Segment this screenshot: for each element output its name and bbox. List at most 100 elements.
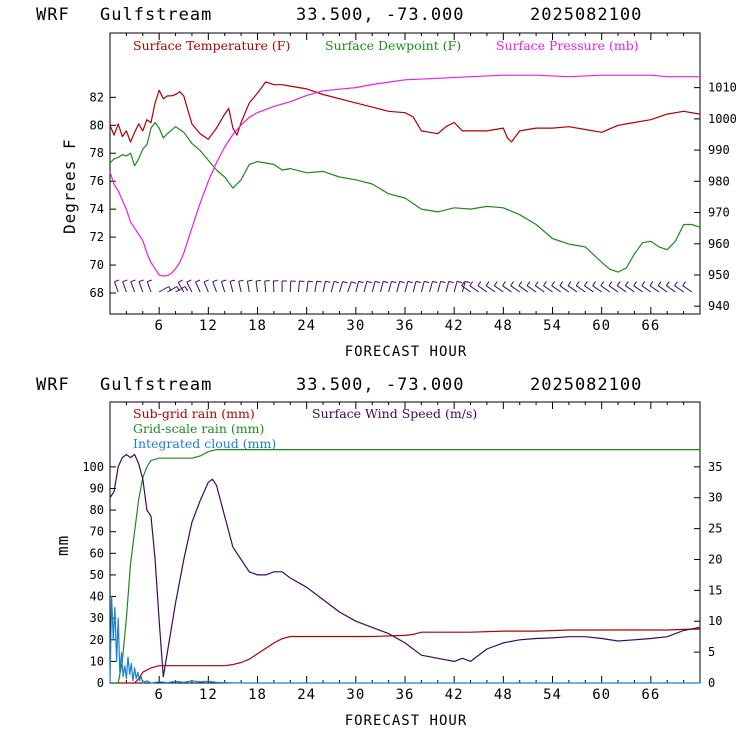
wind-barb-feather [212,279,218,283]
wind-barb-feather [469,281,474,286]
wind-barb-feather [477,281,482,286]
bottom-y-tick-label: 90 [90,481,104,495]
top-y2-tick-label: 940 [708,299,730,313]
wind-barb-feather [616,281,621,286]
wind-barb-feather [649,281,654,286]
top-series-line-0 [109,81,701,143]
wind-barb-staff [396,281,401,293]
wind-barb-feather [543,281,547,286]
wind-barb-staff [666,285,676,293]
legend-sub-grid-rain: Sub-grid rain (mm) [133,406,255,421]
top-x-tick-label: 48 [494,318,513,334]
wind-barb-feather [184,286,189,292]
top-y2-tick-label: 980 [708,174,730,188]
wind-barb-staff [535,285,545,293]
wind-barb-feather [575,281,580,286]
bottom-y-tick-label: 80 [90,503,104,517]
wind-barb-feather [342,281,348,284]
wind-barb-staff [404,281,409,293]
bottom-x-tick-label: 18 [248,687,267,703]
wind-barb-feather [440,280,446,284]
wind-barb-feather [456,280,462,284]
bottom-panel: WRF Gulfstream 33.500, -73.000 202508210… [36,375,722,729]
top-y2-tick-label: 970 [708,206,730,220]
wind-barb-staff [177,282,185,293]
wind-barb-feather [608,281,613,286]
top-y-tick-label: 68 [90,286,104,300]
wind-barb-feather [510,281,514,286]
top-y2-tick-label: 1000 [708,112,737,126]
wind-barb-feather [625,281,629,286]
bottom-x-tick-label: 48 [494,687,513,703]
legend-surface-pressure: Surface Pressure (mb) [496,38,639,53]
wind-barb-staff [625,285,635,293]
wind-barb-feather [316,280,322,283]
bottom-header-location: Gulfstream [100,375,212,395]
wind-barb-staff [306,281,309,293]
bottom-y-tick-label: 40 [90,590,104,604]
legend-integrated-cloud: Integrated cloud (mm) [133,436,276,451]
bottom-y2-tick-label: 30 [708,491,722,505]
wind-barb-staff [485,285,496,293]
wind-barb-feather [358,280,364,284]
bottom-y2-tick-label: 25 [708,522,722,536]
top-x-tick-label: 30 [346,318,365,334]
wind-barb-staff [330,281,335,293]
bottom-series-line-2 [109,595,700,684]
wind-barb-feather [238,279,244,282]
bottom-x-tick-label: 36 [396,687,415,703]
wind-barb-staff [363,281,368,293]
wind-barb-staff [255,281,258,293]
bottom-y-tick-label: 10 [90,654,104,668]
wind-barb-feather [485,281,490,286]
bottom-x-tick-label: 12 [199,687,218,703]
bottom-y-tick-label: 0 [97,676,104,690]
wind-barb-staff [567,285,578,293]
wind-barb-feather [641,281,646,286]
bottom-y-tick-label: 100 [82,460,104,474]
top-y-tick-label: 80 [90,118,104,132]
wind-barb-feather [351,281,357,284]
wind-barb-staff [371,281,376,293]
bottom-y-tick-label: 70 [90,525,104,539]
bottom-x-tick-label: 42 [445,687,464,703]
top-header-coords: 33.500, -73.000 [296,5,465,25]
bottom-x-tick-label: 54 [543,687,562,703]
top-x-tick-label: 60 [592,318,611,334]
legend-surface-temperature: Surface Temperature (F) [133,38,290,53]
bottom-x-tick-label: 6 [154,687,163,703]
wind-barb-feather [674,281,678,286]
legend-surface-wind-speed: Surface Wind Speed (m/s) [312,406,477,421]
wind-barb-staff [220,281,226,293]
wind-barb-staff [657,285,668,293]
bottom-y2-tick-label: 0 [708,676,715,690]
top-y2-tick-label: 1010 [708,81,737,95]
bottom-y-tick-label: 30 [90,611,104,625]
wind-barb-staff [388,281,392,293]
wind-barb-feather [461,281,465,286]
wind-barb-feather [177,279,183,283]
wind-barb-staff [600,285,611,293]
bottom-header-run: 2025082100 [530,375,642,395]
wind-barb-staff [502,285,512,293]
wind-barb-staff [494,285,504,293]
wind-barb-feather [221,279,227,282]
wind-barb-staff [543,285,553,293]
wind-barb-feather [138,279,144,283]
wind-barb-feather [567,281,572,286]
wind-barb-feather [424,280,430,284]
wind-barb-feather [229,279,236,282]
wind-barb-staff [297,280,300,293]
wind-barb-feather [147,279,153,283]
wind-barb-staff [445,281,450,293]
bottom-series-line-3 [109,453,701,678]
wind-barb-feather [526,281,531,286]
wind-barb-staff [195,281,201,293]
top-y2-tick-label: 960 [708,237,730,251]
wind-barb-feather [203,279,209,283]
wind-barb-staff [314,281,318,293]
wind-barb-feather [448,280,454,284]
top-series-line-2 [109,74,700,277]
top-header-model: WRF [36,5,70,25]
